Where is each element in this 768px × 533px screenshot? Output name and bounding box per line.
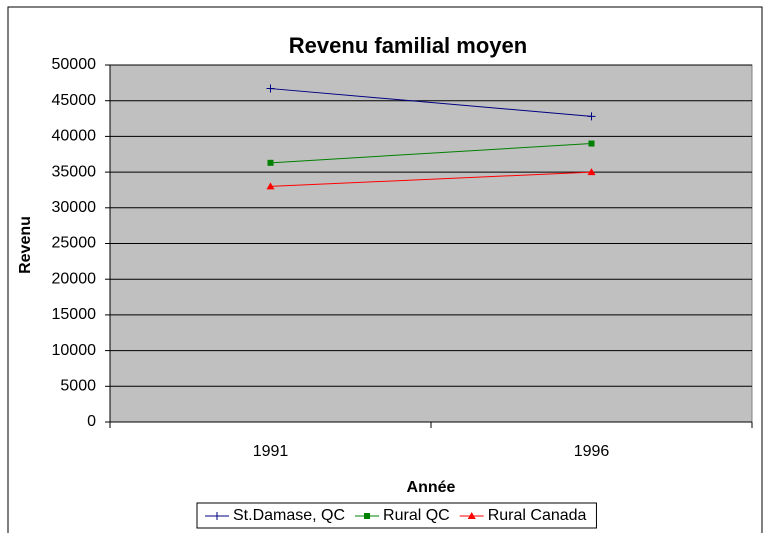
y-tick-label: 25000	[52, 235, 97, 252]
legend: St.Damase, QC Rural QC Rural Canada	[196, 502, 597, 529]
series-line	[270, 171, 592, 187]
y-tick-label: 35000	[52, 163, 97, 180]
series-line	[270, 88, 592, 117]
y-tick-label: 30000	[52, 199, 97, 216]
marker	[267, 159, 274, 166]
chart-title: Revenu familial moyen	[289, 33, 527, 58]
marker	[588, 140, 595, 147]
legend-box	[196, 502, 597, 529]
y-tick-label: 50000	[52, 56, 97, 73]
marker	[467, 512, 476, 519]
legend-label: Rural Canada	[488, 507, 587, 524]
marker	[587, 168, 596, 176]
marker	[587, 112, 596, 121]
legend-label: Rural QC	[383, 507, 450, 524]
marker	[364, 513, 371, 519]
marker	[266, 84, 275, 93]
series-line	[270, 143, 592, 164]
chart-frame	[7, 6, 763, 533]
y-tick-label: 15000	[52, 306, 97, 323]
marker	[266, 182, 275, 190]
y-tick-label: 10000	[52, 342, 97, 359]
legend-label: St.Damase, QC	[233, 507, 345, 524]
y-tick-label: 20000	[52, 270, 97, 287]
x-tick-label: 1991	[253, 443, 289, 460]
y-tick-label: 40000	[52, 128, 97, 145]
x-axis-label: Année	[407, 479, 456, 496]
y-axis-label: Revenu	[17, 216, 34, 274]
marker	[213, 512, 221, 520]
x-tick-label: 1996	[574, 443, 610, 460]
y-tick-label: 45000	[52, 92, 97, 109]
y-tick-label: 0	[87, 413, 96, 430]
y-tick-label: 5000	[60, 378, 96, 395]
